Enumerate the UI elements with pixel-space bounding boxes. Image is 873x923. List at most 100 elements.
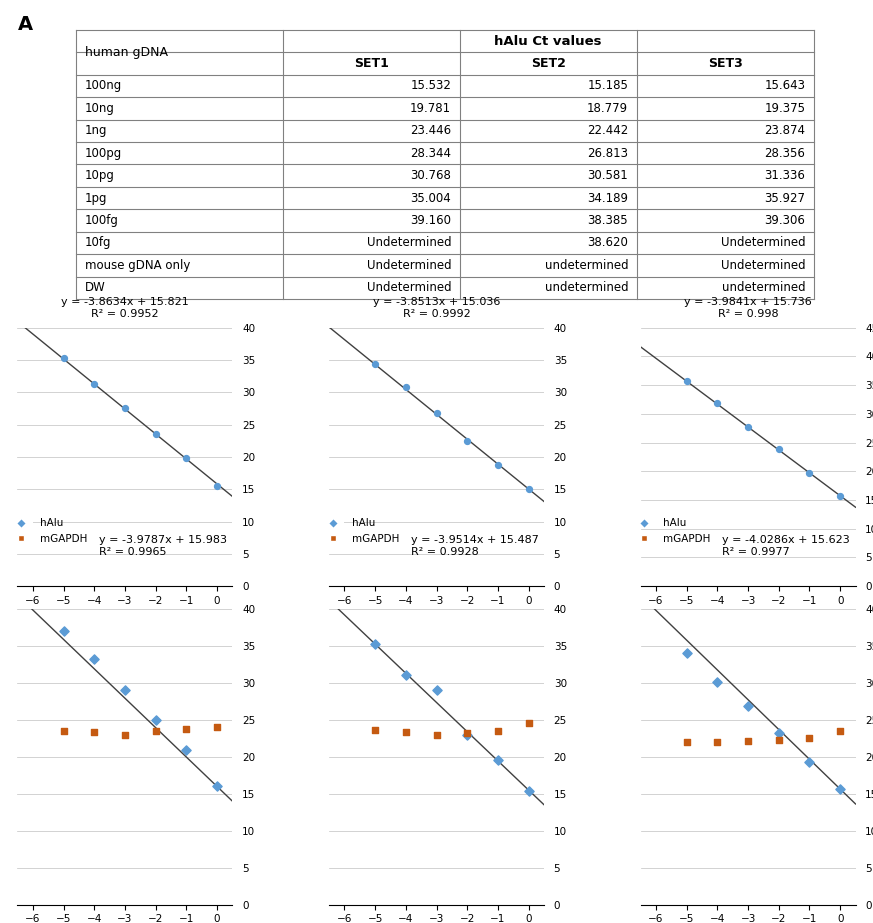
Point <box>491 753 505 768</box>
Text: 10fg: 10fg <box>85 236 111 249</box>
Point <box>711 675 725 689</box>
Text: 18.779: 18.779 <box>588 102 629 114</box>
Title: y = -3.8513x + 15.036
R² = 0.9992: y = -3.8513x + 15.036 R² = 0.9992 <box>373 297 500 318</box>
Text: SET2: SET2 <box>531 57 566 70</box>
Text: 10pg: 10pg <box>85 169 114 182</box>
Point <box>802 731 816 746</box>
Point <box>148 713 162 727</box>
Text: Undetermined: Undetermined <box>367 236 451 249</box>
Text: 19.375: 19.375 <box>764 102 805 114</box>
Text: undetermined: undetermined <box>545 258 629 272</box>
Point <box>87 652 101 666</box>
Point <box>210 720 224 735</box>
Point <box>148 724 162 738</box>
Text: 30.581: 30.581 <box>588 169 629 182</box>
Point <box>210 779 224 794</box>
Text: 39.306: 39.306 <box>765 214 805 227</box>
Point <box>179 721 193 736</box>
Text: 15.185: 15.185 <box>588 79 629 92</box>
Text: 100pg: 100pg <box>85 147 121 160</box>
Title: y = -3.8634x + 15.821
R² = 0.9952: y = -3.8634x + 15.821 R² = 0.9952 <box>61 297 189 318</box>
Text: 26.813: 26.813 <box>588 147 629 160</box>
Text: 100ng: 100ng <box>85 79 121 92</box>
Point <box>399 725 413 739</box>
Text: 100fg: 100fg <box>85 214 119 227</box>
Point <box>430 727 443 742</box>
Point <box>57 724 71 738</box>
Legend: hAlu, mGAPDH: hAlu, mGAPDH <box>7 514 92 548</box>
Text: 22.442: 22.442 <box>587 125 629 138</box>
Text: hAlu Ct values: hAlu Ct values <box>494 35 601 48</box>
Point <box>772 725 786 740</box>
Point <box>399 379 413 394</box>
Text: 38.385: 38.385 <box>588 214 629 227</box>
Point <box>741 699 755 713</box>
Text: human gDNA: human gDNA <box>85 46 168 59</box>
Point <box>179 743 193 758</box>
Text: 30.768: 30.768 <box>410 169 451 182</box>
Text: 38.620: 38.620 <box>588 236 629 249</box>
Text: y = -3.9787x + 15.983
R² = 0.9965: y = -3.9787x + 15.983 R² = 0.9965 <box>100 535 227 557</box>
Text: 23.874: 23.874 <box>764 125 805 138</box>
Text: 34.189: 34.189 <box>588 192 629 205</box>
Point <box>521 716 535 731</box>
Point <box>118 683 132 698</box>
Point <box>430 405 443 420</box>
Legend: hAlu, mGAPDH: hAlu, mGAPDH <box>630 514 715 548</box>
Point <box>802 465 816 480</box>
Text: 35.927: 35.927 <box>764 192 805 205</box>
Text: Undetermined: Undetermined <box>367 258 451 272</box>
Point <box>772 732 786 747</box>
Point <box>118 401 132 415</box>
Point <box>57 351 71 366</box>
Text: 1ng: 1ng <box>85 125 107 138</box>
Text: 23.446: 23.446 <box>410 125 451 138</box>
Point <box>833 724 847 738</box>
Point <box>460 725 474 740</box>
Point <box>833 488 847 503</box>
Point <box>741 420 755 435</box>
Text: 1pg: 1pg <box>85 192 107 205</box>
Point <box>118 727 132 742</box>
Text: Undetermined: Undetermined <box>720 236 805 249</box>
Point <box>460 727 474 742</box>
Title: y = -3.9841x + 15.736
R² = 0.998: y = -3.9841x + 15.736 R² = 0.998 <box>684 297 812 318</box>
Point <box>772 442 786 457</box>
Text: 19.781: 19.781 <box>410 102 451 114</box>
Point <box>148 426 162 441</box>
Point <box>680 735 694 749</box>
Text: 15.643: 15.643 <box>764 79 805 92</box>
Point <box>87 378 101 392</box>
Point <box>210 479 224 494</box>
Point <box>368 637 382 652</box>
Point <box>430 683 443 698</box>
Text: SET3: SET3 <box>708 57 743 70</box>
Text: 39.160: 39.160 <box>410 214 451 227</box>
Point <box>399 667 413 682</box>
Text: mouse gDNA only: mouse gDNA only <box>85 258 190 272</box>
Point <box>460 433 474 448</box>
Text: Undetermined: Undetermined <box>720 258 805 272</box>
Text: y = -3.9514x + 15.487
R² = 0.9928: y = -3.9514x + 15.487 R² = 0.9928 <box>410 535 539 557</box>
Point <box>680 646 694 661</box>
Text: undetermined: undetermined <box>722 282 805 294</box>
Text: 35.004: 35.004 <box>410 192 451 205</box>
Legend: hAlu, mGAPDH: hAlu, mGAPDH <box>319 514 403 548</box>
Point <box>711 735 725 749</box>
Text: 15.532: 15.532 <box>410 79 451 92</box>
Point <box>741 734 755 749</box>
Text: undetermined: undetermined <box>545 282 629 294</box>
Text: SET1: SET1 <box>354 57 388 70</box>
Point <box>491 724 505 738</box>
Point <box>802 754 816 769</box>
Text: DW: DW <box>85 282 106 294</box>
Text: A: A <box>17 15 32 34</box>
Point <box>87 725 101 739</box>
Point <box>833 782 847 797</box>
Text: 10ng: 10ng <box>85 102 114 114</box>
Point <box>179 450 193 465</box>
Point <box>368 723 382 737</box>
Point <box>711 396 725 411</box>
Text: 28.356: 28.356 <box>765 147 805 160</box>
Point <box>521 481 535 496</box>
